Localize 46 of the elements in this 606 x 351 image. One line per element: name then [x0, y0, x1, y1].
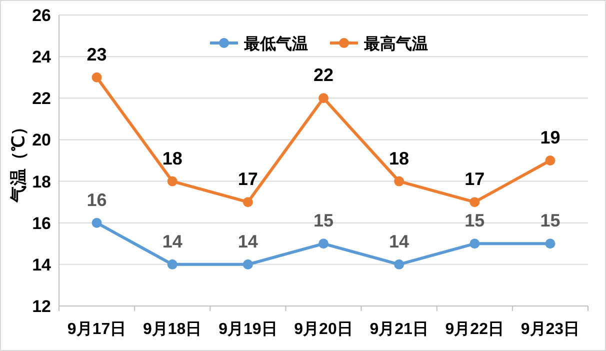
data-label: 23 — [86, 44, 107, 64]
y-tick-label: 18 — [32, 172, 51, 192]
point — [242, 197, 253, 208]
data-label: 22 — [313, 65, 334, 86]
data-label: 16 — [86, 190, 107, 210]
y-tick-label: 22 — [32, 89, 51, 108]
point — [545, 156, 556, 166]
y-tick-label: 12 — [32, 297, 51, 316]
data-label: 14 — [162, 231, 182, 252]
point — [545, 238, 556, 249]
y-tick-label: 16 — [32, 214, 51, 233]
x-tick-label: 9月23日 — [520, 321, 580, 338]
y-tick-label: 24 — [32, 48, 52, 67]
data-label: 15 — [540, 210, 560, 231]
point — [394, 259, 404, 270]
data-label: 18 — [162, 148, 182, 168]
y-tick-label: 20 — [32, 130, 51, 150]
point — [167, 176, 178, 186]
point — [318, 93, 328, 104]
x-tick-label: 9月18日 — [143, 321, 202, 338]
y-axis-title: 气温（℃） — [9, 118, 28, 204]
data-label: 17 — [238, 169, 258, 190]
point — [92, 72, 102, 82]
data-label: 15 — [313, 210, 334, 231]
point — [470, 197, 480, 208]
data-label: 14 — [238, 231, 258, 252]
y-tick-label: 26 — [32, 6, 51, 25]
x-tick-label: 9月20日 — [294, 321, 353, 338]
y-tick-label: 14 — [32, 255, 52, 274]
point — [242, 259, 253, 270]
point — [394, 176, 404, 186]
legend-label: 最低气温 — [243, 35, 308, 53]
legend-label: 最高气温 — [363, 34, 428, 53]
point — [318, 238, 328, 249]
x-tick-label: 9月17日 — [67, 321, 126, 338]
x-tick-label: 9月22日 — [445, 321, 504, 338]
data-label: 18 — [389, 148, 410, 168]
x-tick-label: 9月21日 — [370, 321, 428, 338]
data-label: 19 — [540, 128, 560, 148]
point — [92, 218, 102, 228]
x-tick-label: 9月19日 — [218, 321, 278, 338]
point — [167, 259, 178, 270]
data-label: 14 — [389, 231, 410, 252]
data-label: 15 — [464, 210, 485, 231]
data-label: 17 — [464, 169, 485, 190]
point — [470, 238, 480, 249]
